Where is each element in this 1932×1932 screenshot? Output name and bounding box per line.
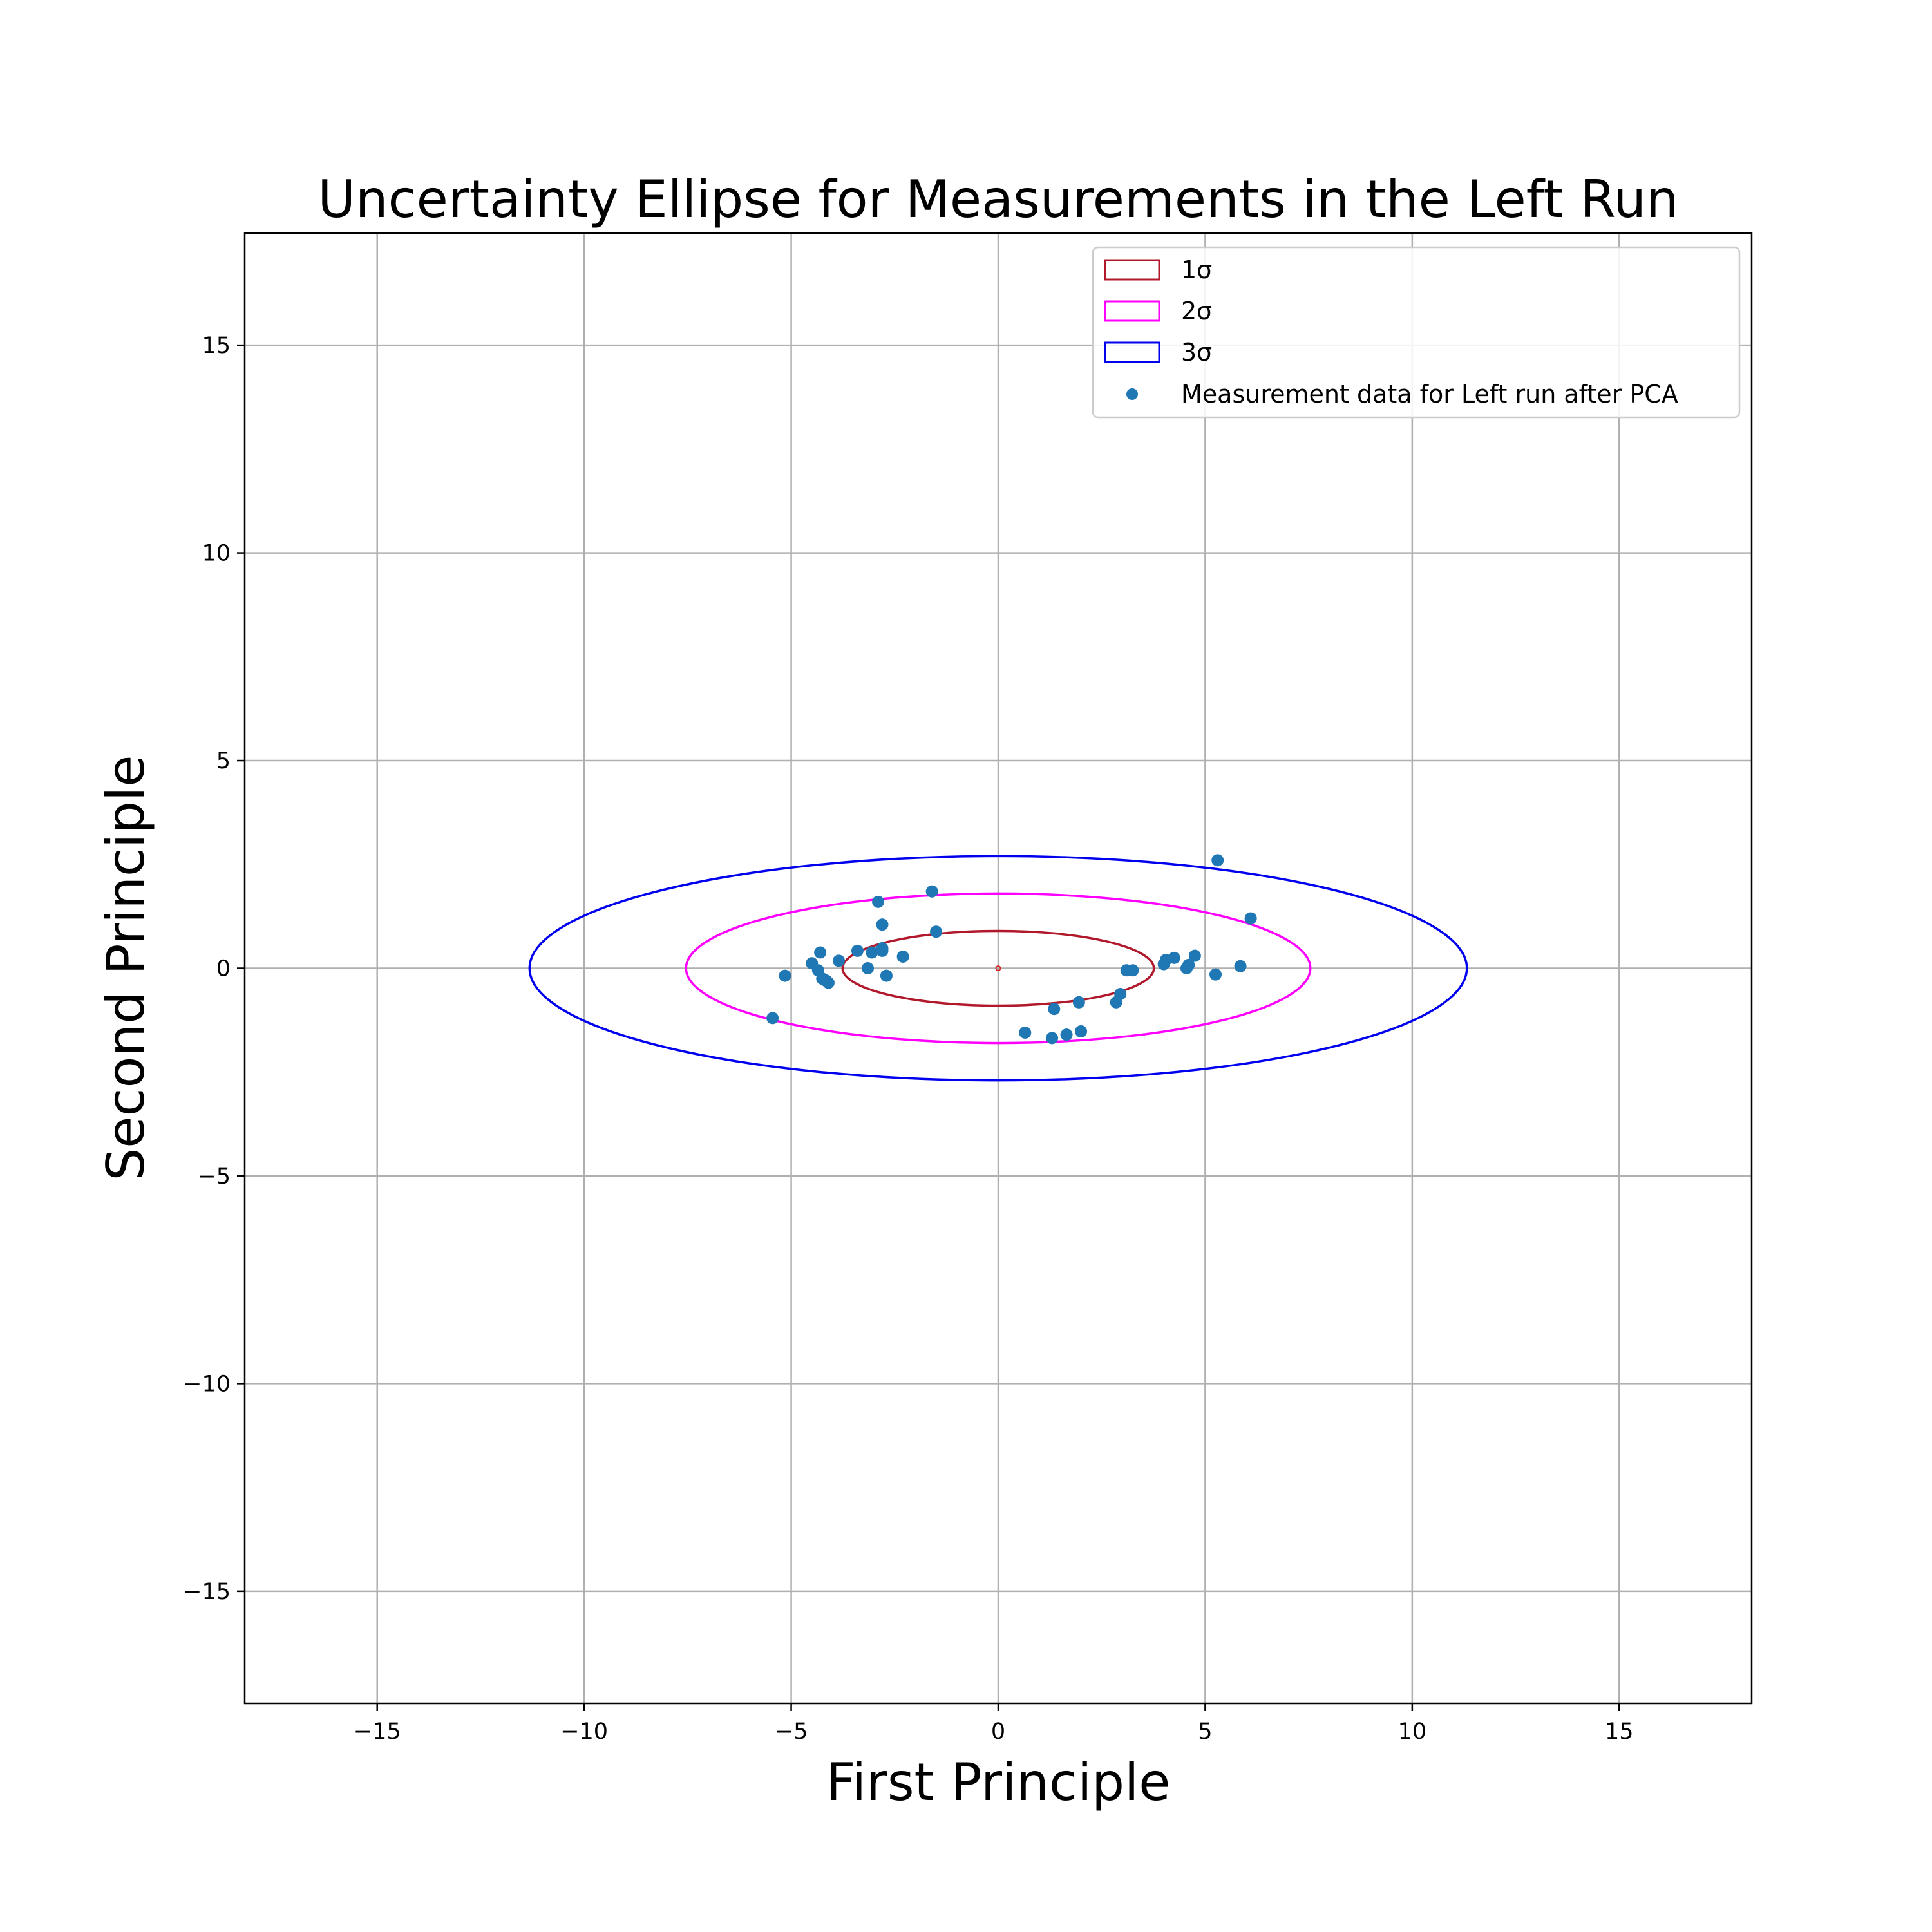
data-point — [862, 962, 874, 974]
data-point — [1060, 1028, 1073, 1041]
grid-lines — [245, 233, 1752, 1703]
ellipse-2sigma — [685, 892, 1312, 1045]
x-tick-label: 15 — [1605, 1719, 1634, 1745]
data-point — [1075, 1025, 1088, 1038]
y-tick-label: −5 — [197, 1164, 231, 1189]
legend-label-2sigma: 2σ — [1181, 297, 1212, 325]
data-point — [822, 976, 835, 989]
ellipse-1sigma — [841, 929, 1155, 1007]
data-point — [1126, 964, 1139, 977]
data-point — [1110, 996, 1122, 1009]
data-point — [1188, 949, 1201, 962]
data-point — [866, 946, 878, 959]
axis-ticks: −15 −10 −5 0 5 10 15 −15 −10 −5 0 5 10 15 — [183, 333, 1633, 1745]
data-point — [1048, 1003, 1061, 1016]
data-point — [872, 895, 885, 908]
data-point — [896, 950, 909, 963]
legend-frame — [1092, 246, 1741, 419]
x-tick-label: −5 — [775, 1719, 808, 1745]
scatter-points — [766, 854, 1257, 1045]
y-tick-label: −15 — [183, 1579, 231, 1605]
data-point — [880, 969, 893, 982]
legend-swatch-3sigma — [1104, 341, 1160, 363]
data-point — [1234, 960, 1247, 972]
data-point — [1046, 1032, 1059, 1045]
data-point — [814, 946, 827, 959]
legend-marker-measurements — [1126, 388, 1138, 400]
data-point — [1072, 996, 1085, 1009]
y-tick-label: 0 — [216, 956, 231, 982]
legend: 1σ 2σ 3σ Measurement data for Left run a… — [1092, 246, 1741, 419]
data-point — [876, 944, 889, 957]
legend-swatch-2sigma — [1104, 300, 1160, 322]
legend-label-3sigma: 3σ — [1181, 338, 1212, 366]
data-point — [925, 885, 938, 898]
chart-title: Uncertainty Ellipse for Measurements in … — [317, 169, 1678, 229]
data-point — [930, 925, 943, 938]
center-marker — [995, 965, 1001, 971]
data-point — [1019, 1026, 1032, 1039]
x-tick-label: 5 — [1198, 1719, 1212, 1745]
y-tick-label: 15 — [202, 333, 231, 359]
ellipse-layer — [528, 855, 1468, 1082]
legend-label-1sigma: 1σ — [1181, 256, 1212, 284]
legend-label-measurements: Measurement data for Left run after PCA — [1181, 380, 1678, 408]
y-axis-label: Second Principle — [96, 755, 156, 1181]
x-tick-label: −15 — [354, 1719, 401, 1745]
y-tick-label: −10 — [183, 1371, 231, 1397]
data-point — [851, 944, 864, 957]
x-tick-label: 10 — [1398, 1719, 1427, 1745]
data-point — [1211, 854, 1224, 867]
data-point — [876, 918, 889, 931]
data-point — [1180, 962, 1193, 974]
data-point — [1157, 958, 1170, 971]
ellipse-3sigma — [528, 855, 1468, 1082]
x-tick-label: −10 — [560, 1719, 608, 1745]
data-point — [766, 1012, 779, 1025]
data-point — [833, 954, 845, 967]
y-tick-label: 10 — [202, 541, 231, 567]
legend-swatch-1sigma — [1104, 259, 1160, 281]
x-tick-label: 0 — [991, 1719, 1005, 1745]
y-tick-label: 5 — [216, 748, 231, 774]
x-axis-label: First Principle — [826, 1752, 1171, 1812]
data-point — [1209, 968, 1222, 981]
data-point — [779, 969, 791, 982]
data-point — [1244, 912, 1257, 925]
